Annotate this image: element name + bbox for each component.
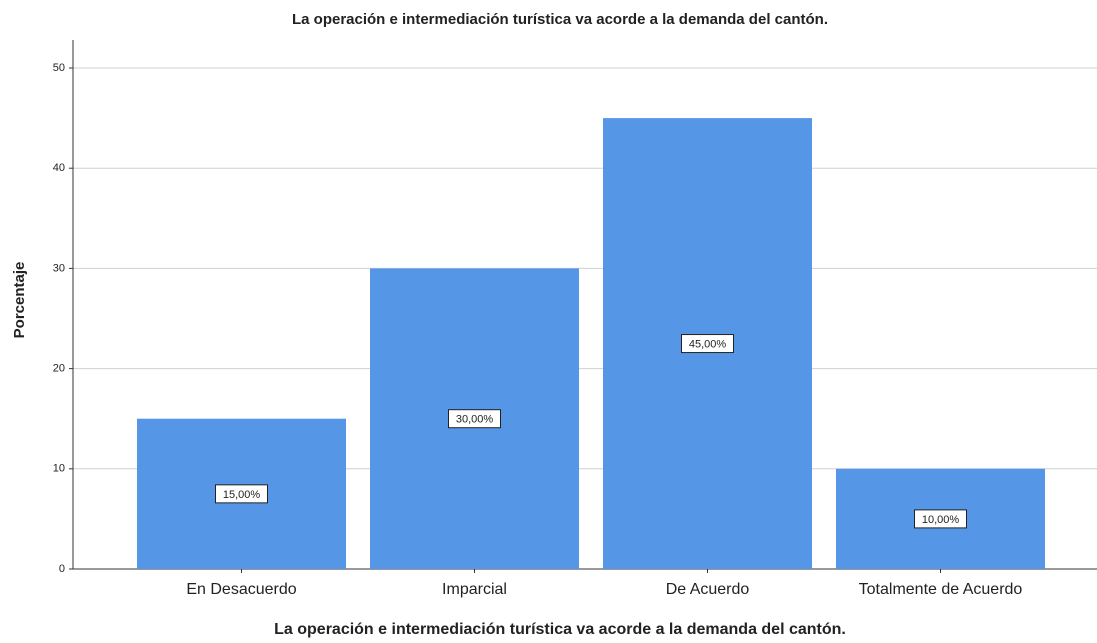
y-tick-label: 20 <box>53 363 65 375</box>
value-label: 15,00% <box>223 489 261 501</box>
value-label: 10,00% <box>922 514 960 526</box>
y-tick-label: 50 <box>53 62 65 74</box>
y-tick-label: 40 <box>53 162 65 174</box>
value-label: 45,00% <box>689 338 727 350</box>
value-label: 30,00% <box>456 414 494 426</box>
x-axis-title: La operación e intermediación turística … <box>274 621 846 638</box>
value-label-box <box>914 509 967 529</box>
value-label-box <box>215 484 268 504</box>
x-tick-label: En Desacuerdo <box>186 581 296 598</box>
y-axis-title: Porcentaje <box>11 262 28 339</box>
chart-title: La operación e intermediación turística … <box>292 11 828 28</box>
y-tick-label: 30 <box>53 262 65 274</box>
x-tick-label: Totalmente de Acuerdo <box>859 581 1023 598</box>
x-tick-label: Imparcial <box>442 581 507 598</box>
x-tick-label: De Acuerdo <box>666 581 750 598</box>
value-label-box <box>448 409 501 429</box>
y-tick-label: 0 <box>59 563 65 575</box>
y-tick-label: 10 <box>53 463 65 475</box>
value-label-box <box>681 334 734 354</box>
